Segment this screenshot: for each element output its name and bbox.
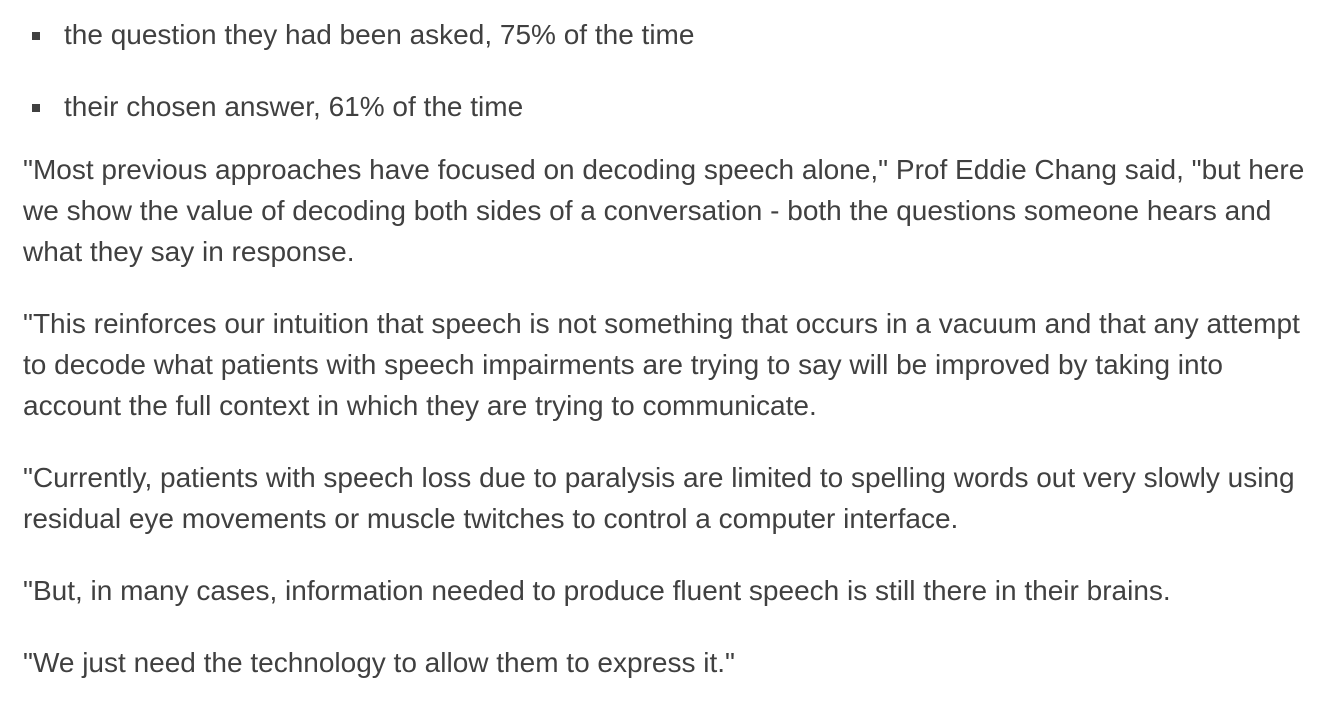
paragraph: "Most previous approaches have focused o… bbox=[23, 154, 1305, 267]
list-item: their chosen answer, 61% of the time bbox=[23, 86, 1313, 127]
list-item: the question they had been asked, 75% of… bbox=[23, 14, 1313, 55]
paragraph: "This reinforces our intuition that spee… bbox=[23, 308, 1300, 421]
square-bullet-icon bbox=[32, 32, 40, 40]
list-item-text: their chosen answer, 61% of the time bbox=[64, 91, 524, 122]
paragraph: "But, in many cases, information needed … bbox=[23, 575, 1171, 606]
paragraph: "We just need the technology to allow th… bbox=[23, 647, 735, 678]
square-bullet-icon bbox=[32, 104, 40, 112]
article-body: the question they had been asked, 75% of… bbox=[23, 14, 1313, 678]
bullet-list: the question they had been asked, 75% of… bbox=[23, 14, 1313, 127]
paragraph: "Currently, patients with speech loss du… bbox=[23, 462, 1295, 534]
list-item-text: the question they had been asked, 75% of… bbox=[64, 19, 695, 50]
